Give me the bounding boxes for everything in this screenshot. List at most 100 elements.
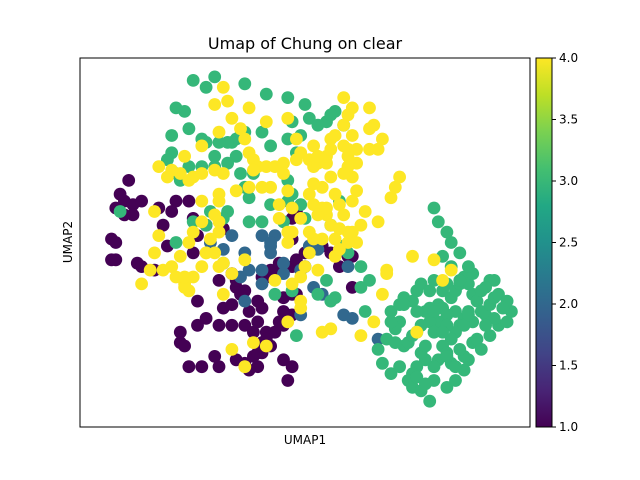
scatter-point xyxy=(354,260,368,273)
scatter-point xyxy=(173,325,187,339)
scatter-point xyxy=(195,139,209,153)
scatter-point xyxy=(474,343,488,356)
scatter-point xyxy=(259,115,273,129)
scatter-point xyxy=(182,160,196,174)
scatter-point xyxy=(436,274,449,287)
scatter-point xyxy=(324,170,338,184)
scatter-point xyxy=(371,343,385,356)
scatter-point xyxy=(204,232,217,246)
scatter-point xyxy=(298,260,312,273)
scatter-point xyxy=(234,122,247,136)
scatter-point xyxy=(277,267,290,280)
scatter-point xyxy=(328,129,342,142)
scatter-point xyxy=(255,277,269,291)
scatter-point xyxy=(148,246,161,260)
scatter-point xyxy=(384,315,398,329)
scatter-point xyxy=(440,225,454,239)
scatter-point xyxy=(182,122,196,136)
scatter-point xyxy=(328,187,342,201)
scatter-point xyxy=(423,284,437,298)
scatter-point xyxy=(341,225,355,239)
scatter-point xyxy=(470,294,484,308)
scatter-point xyxy=(234,167,247,180)
scatter-point xyxy=(277,305,290,318)
scatter-point xyxy=(315,325,329,339)
scatter-point xyxy=(268,274,282,287)
scatter-point xyxy=(307,177,320,191)
scatter-point xyxy=(427,305,441,318)
scatter-point xyxy=(376,287,389,301)
scatter-point xyxy=(320,201,333,215)
scatter-point xyxy=(161,170,174,184)
scatter-point xyxy=(238,294,252,308)
scatter-point xyxy=(311,118,325,132)
scatter-point xyxy=(277,256,290,270)
scatter-point xyxy=(492,287,505,301)
scatter-point xyxy=(462,308,475,322)
scatter-point xyxy=(255,125,269,139)
scatter-point xyxy=(337,118,351,132)
scatter-point xyxy=(324,108,338,122)
scatter-point xyxy=(229,184,243,198)
scatter-point xyxy=(298,98,312,111)
scatter-point xyxy=(427,201,441,215)
scatter-point xyxy=(307,139,320,153)
scatter-point xyxy=(165,260,179,273)
scatter-point xyxy=(285,201,299,215)
scatter-point xyxy=(195,360,209,374)
scatter-point xyxy=(290,253,303,267)
scatter-point xyxy=(423,394,437,408)
scatter-point xyxy=(376,356,389,370)
scatter-point xyxy=(388,336,402,349)
scatter-point xyxy=(474,284,488,298)
scatter-point xyxy=(225,318,239,332)
scatter-point xyxy=(156,218,170,232)
scatter-point xyxy=(238,284,252,298)
scatter-point xyxy=(247,325,260,339)
scatter-point xyxy=(440,350,454,363)
scatter-point xyxy=(290,329,303,342)
scatter-point xyxy=(345,312,359,325)
scatter-point xyxy=(294,270,308,284)
scatter-point xyxy=(242,101,256,115)
scatter-point xyxy=(487,312,501,325)
scatter-point xyxy=(444,236,458,249)
scatter-point xyxy=(388,180,402,194)
scatter-point xyxy=(350,184,363,198)
scatter-point xyxy=(238,253,252,267)
scatter-point xyxy=(182,236,196,249)
scatter-point xyxy=(247,163,260,177)
scatter-point xyxy=(208,163,222,177)
scatter-point xyxy=(324,142,338,156)
colorbar xyxy=(535,57,553,428)
scatter-point xyxy=(281,111,295,125)
scatter-point xyxy=(354,281,368,294)
scatter-point xyxy=(135,277,149,291)
colorbar-tick-label: 3.5 xyxy=(559,113,578,127)
scatter-point xyxy=(393,170,406,184)
scatter-point xyxy=(208,149,222,163)
scatter-point xyxy=(225,343,239,356)
scatter-point xyxy=(212,274,226,287)
scatter-point xyxy=(444,263,458,277)
scatter-point xyxy=(238,132,252,146)
scatter-point xyxy=(500,315,514,329)
scatter-point xyxy=(225,111,239,125)
scatter-point xyxy=(255,180,269,194)
scatter-point xyxy=(268,287,282,301)
scatter-point xyxy=(178,270,192,284)
scatter-point xyxy=(135,194,149,208)
scatter-point xyxy=(427,360,441,374)
scatter-point xyxy=(195,215,209,229)
scatter-point xyxy=(191,294,204,308)
scatter-point xyxy=(178,339,192,353)
scatter-point xyxy=(462,260,475,273)
scatter-point xyxy=(376,132,389,146)
scatter-point xyxy=(169,194,183,208)
scatter-point xyxy=(358,205,372,218)
scatter-point xyxy=(363,274,376,287)
y-axis-label: UMAP2 xyxy=(61,221,75,263)
scatter-point xyxy=(165,205,179,218)
scatter-point xyxy=(354,218,368,232)
